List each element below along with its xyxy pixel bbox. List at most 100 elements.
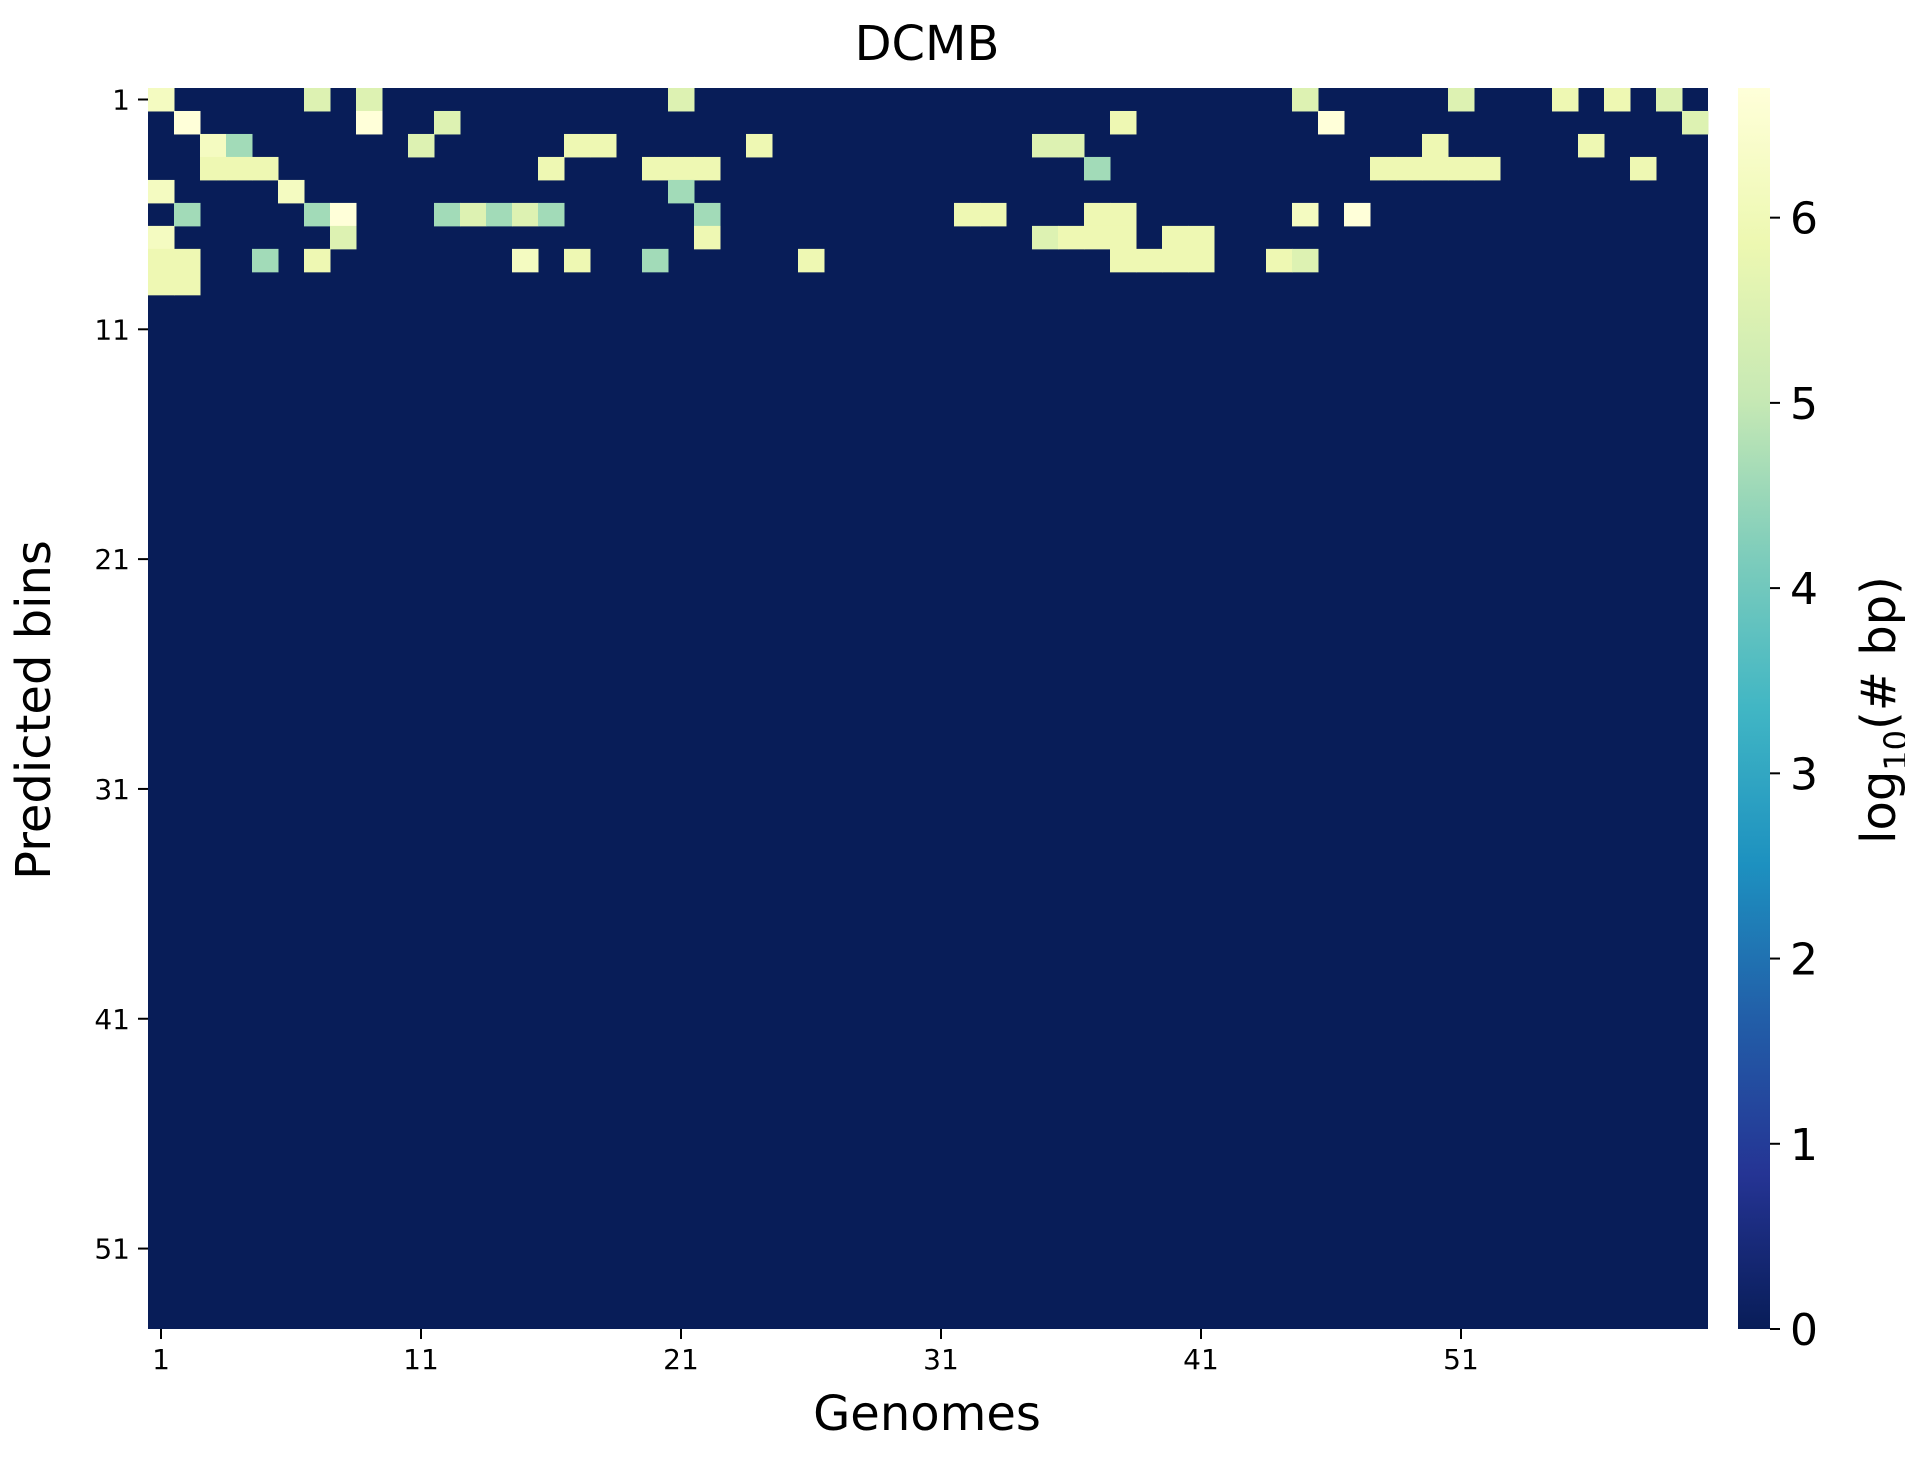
heatmap-cell bbox=[1448, 88, 1475, 112]
heatmap-cell bbox=[1682, 110, 1709, 135]
x-tick-label: 51 bbox=[1443, 1343, 1479, 1376]
heatmap-cell bbox=[538, 202, 565, 227]
chart-title: DCMB bbox=[855, 16, 1000, 72]
heatmap-cell bbox=[1474, 156, 1501, 181]
heatmap-cell bbox=[746, 133, 773, 158]
heatmap-cell bbox=[1422, 156, 1449, 181]
heatmap-cell bbox=[1162, 248, 1189, 273]
heatmap-cell bbox=[200, 133, 227, 158]
heatmap-cell bbox=[1292, 202, 1319, 227]
y-tick-label: 1 bbox=[112, 83, 130, 116]
heatmap-cell bbox=[1448, 156, 1475, 181]
heatmap-cell bbox=[1188, 225, 1215, 250]
heatmap-cell bbox=[1604, 88, 1631, 112]
y-tick-label: 31 bbox=[94, 773, 130, 806]
colorbar-label: log10(# bp) bbox=[1851, 576, 1905, 844]
heatmap-cell bbox=[148, 271, 175, 296]
heatmap-cell bbox=[304, 248, 331, 273]
heatmap-cell bbox=[798, 248, 825, 273]
heatmap-cell bbox=[1084, 156, 1111, 181]
heatmap-cell bbox=[174, 271, 201, 296]
heatmap-cell bbox=[1630, 156, 1657, 181]
x-tick-label: 41 bbox=[1183, 1343, 1219, 1376]
colorbar-tick-label: 3 bbox=[1790, 749, 1818, 800]
heatmap-cell bbox=[356, 88, 383, 112]
heatmap-cell bbox=[980, 202, 1007, 227]
colorbar-tick-label: 4 bbox=[1790, 564, 1818, 615]
x-axis-label: Genomes bbox=[813, 1386, 1041, 1442]
heatmap-cell bbox=[1578, 133, 1605, 158]
heatmap-cell bbox=[226, 156, 253, 181]
heatmap-cell bbox=[694, 202, 721, 227]
heatmap-cell bbox=[590, 133, 617, 158]
heatmap-cell bbox=[1110, 248, 1137, 273]
colorbar-tick-label: 0 bbox=[1790, 1305, 1818, 1356]
y-tick-label: 11 bbox=[94, 313, 130, 346]
heatmap-cell bbox=[1058, 225, 1085, 250]
heatmap-cell bbox=[512, 202, 539, 227]
heatmap-cell bbox=[642, 248, 669, 273]
colorbar-tick-label: 6 bbox=[1790, 194, 1818, 245]
x-tick-label: 31 bbox=[923, 1343, 959, 1376]
colorbar-tick-label: 1 bbox=[1790, 1120, 1818, 1171]
x-tick-label: 21 bbox=[663, 1343, 699, 1376]
y-tick-label: 41 bbox=[94, 1003, 130, 1036]
heatmap-cell bbox=[252, 248, 279, 273]
heatmap-cell bbox=[1162, 225, 1189, 250]
heatmap-cell bbox=[486, 202, 513, 227]
heatmap-cell bbox=[1188, 248, 1215, 273]
heatmap-cell bbox=[538, 156, 565, 181]
heatmap-cell bbox=[1396, 156, 1423, 181]
heatmap-cell bbox=[1370, 156, 1397, 181]
heatmap-cell bbox=[434, 110, 461, 135]
heatmap-cell bbox=[694, 225, 721, 250]
x-axis-ticks: 1 11 21 31 41 51 bbox=[152, 1329, 1479, 1376]
heatmap-cell bbox=[1032, 133, 1059, 158]
y-axis-label: Predicted bins bbox=[6, 540, 62, 880]
heatmap-cell bbox=[668, 156, 695, 181]
heatmap-cell bbox=[434, 202, 461, 227]
heatmap-cell bbox=[1084, 202, 1111, 227]
heatmap-cell bbox=[1110, 110, 1137, 135]
heatmap-cell bbox=[694, 156, 721, 181]
heatmap-cell bbox=[174, 248, 201, 273]
colorbar-ticks: 0 1 2 3 4 5 6 bbox=[1770, 194, 1818, 1356]
x-tick-label: 1 bbox=[152, 1343, 170, 1376]
heatmap-cell bbox=[460, 202, 487, 227]
heatmap-cell bbox=[512, 248, 539, 273]
heatmap-cell bbox=[954, 202, 981, 227]
heatmap-cell bbox=[304, 202, 331, 227]
heatmap-cell bbox=[174, 110, 201, 135]
heatmap-cell bbox=[148, 179, 175, 204]
heatmap-cell bbox=[564, 133, 591, 158]
heatmap-background bbox=[148, 88, 1708, 1329]
x-tick-label: 11 bbox=[403, 1343, 439, 1376]
heatmap-cell bbox=[1292, 88, 1319, 112]
heatmap-cell bbox=[668, 179, 695, 204]
y-tick-label: 51 bbox=[94, 1233, 130, 1266]
colorbar bbox=[1738, 88, 1770, 1329]
heatmap-cell bbox=[148, 225, 175, 250]
heatmap-cell bbox=[668, 88, 695, 112]
heatmap-cell bbox=[304, 88, 331, 112]
y-tick-label: 21 bbox=[94, 543, 130, 576]
heatmap-cell bbox=[1058, 133, 1085, 158]
heatmap-cell bbox=[200, 156, 227, 181]
heatmap-cell bbox=[174, 202, 201, 227]
heatmap-cell bbox=[226, 133, 253, 158]
heatmap-cell bbox=[278, 179, 305, 204]
heatmap-cells bbox=[148, 88, 1709, 1329]
heatmap-cell bbox=[1110, 225, 1137, 250]
heatmap-cell bbox=[1136, 248, 1163, 273]
heatmap-cell bbox=[1656, 88, 1683, 112]
heatmap-cell bbox=[330, 202, 357, 227]
heatmap-cell bbox=[1266, 248, 1293, 273]
heatmap-cell bbox=[148, 88, 175, 112]
heatmap-cell bbox=[1084, 225, 1111, 250]
heatmap-cell bbox=[642, 156, 669, 181]
colorbar-tick-label: 2 bbox=[1790, 935, 1818, 986]
heatmap-cell bbox=[356, 110, 383, 135]
